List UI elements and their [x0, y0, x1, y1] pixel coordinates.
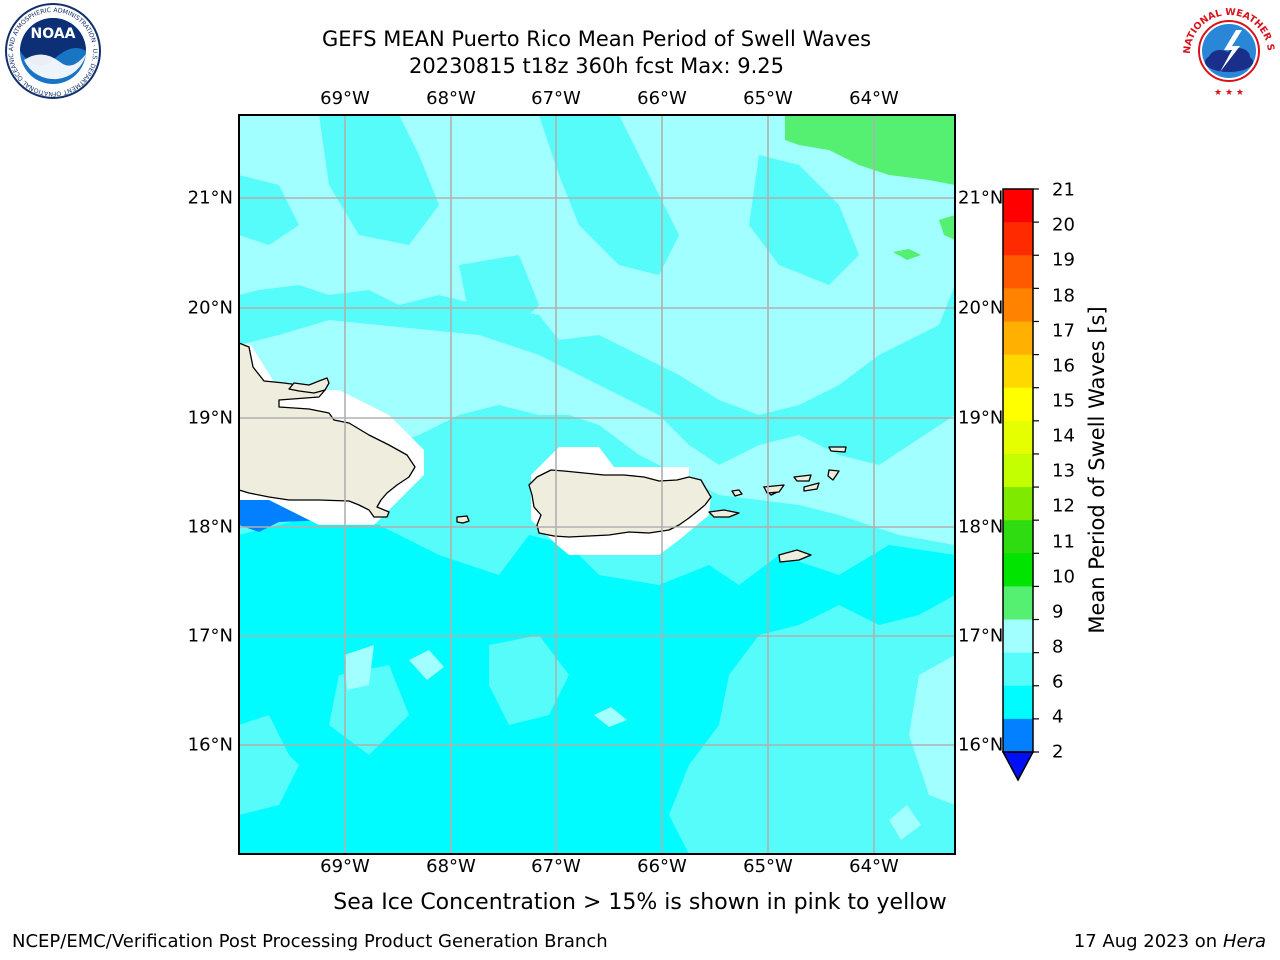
swell-period-map — [238, 114, 956, 855]
lon-label-bottom: 68°W — [426, 856, 476, 877]
lon-label-top: 66°W — [637, 88, 687, 109]
colorbar-tick-label: 15 — [1052, 390, 1075, 412]
colorbar — [1001, 188, 1039, 782]
lat-label-right: 20°N — [958, 297, 1004, 319]
colorbar-segment — [1003, 553, 1033, 588]
colorbar-tick-label: 18 — [1052, 285, 1075, 307]
colorbar-tick-label: 17 — [1052, 320, 1075, 342]
colorbar-tick-label: 13 — [1052, 460, 1075, 482]
colorbar-tick-label: 10 — [1052, 566, 1075, 588]
graticule — [239, 115, 955, 854]
colorbar-tick-label: 14 — [1052, 425, 1075, 447]
noaa-logo: NATIONAL OCEANIC AND ATMOSPHERIC ADMINIS… — [0, 0, 101, 99]
colorbar-segment — [1003, 288, 1033, 323]
colorbar-tick-label: 9 — [1052, 601, 1064, 623]
sea-ice-caption: Sea Ice Concentration > 15% is shown in … — [333, 890, 947, 915]
map-subtitle: 20230815 t18z 360h fcst Max: 9.25 — [409, 54, 784, 78]
colorbar-segment — [1003, 255, 1033, 289]
colorbar-segment — [1003, 487, 1033, 521]
colorbar-label: Mean Period of Swell Waves [s] — [1085, 306, 1109, 634]
lat-label-right: 17°N — [958, 625, 1004, 647]
colorbar-tick-label: 6 — [1052, 671, 1064, 693]
colorbar-segment — [1003, 321, 1033, 356]
lon-label-bottom: 65°W — [743, 856, 793, 877]
lat-label-left: 20°N — [187, 297, 233, 319]
footer-date-text: 17 Aug 2023 on — [1073, 931, 1218, 952]
colorbar-segment — [1003, 685, 1033, 720]
nws-logo: NATIONAL WEATHER SERVICE ★ ★ ★ — [1176, 0, 1276, 98]
lon-label-top: 67°W — [531, 88, 581, 109]
swell-contours — [239, 115, 955, 854]
lat-label-left: 19°N — [187, 407, 233, 429]
lat-label-right: 16°N — [958, 734, 1004, 756]
colorbar-segment — [1003, 619, 1033, 654]
colorbar-tick-label: 12 — [1052, 495, 1075, 517]
colorbar-tick-label: 2 — [1052, 741, 1064, 763]
colorbar-extend-arrow — [1001, 751, 1035, 782]
lat-label-right: 18°N — [958, 516, 1004, 538]
colorbar-tick-label: 19 — [1052, 249, 1075, 271]
lon-label-bottom: 69°W — [320, 856, 370, 877]
colorbar-segment — [1003, 420, 1033, 455]
colorbar-segment — [1003, 354, 1033, 389]
lat-label-left: 18°N — [187, 516, 233, 538]
colorbar-segment — [1003, 718, 1033, 753]
lat-label-right: 21°N — [958, 187, 1004, 209]
lon-label-top: 69°W — [320, 88, 370, 109]
footer-date: 17 Aug 2023 on Hera — [1074, 931, 1266, 952]
colorbar-tick-label: 4 — [1052, 706, 1064, 728]
lon-label-top: 64°W — [849, 88, 899, 109]
map-title: GEFS MEAN Puerto Rico Mean Period of Swe… — [321, 27, 872, 51]
colorbar-tick-label: 8 — [1052, 636, 1064, 658]
lat-label-left: 17°N — [187, 625, 233, 647]
footer-branch: NCEP/EMC/Verification Post Processing Pr… — [12, 931, 608, 952]
colorbar-segment — [1003, 652, 1033, 687]
svg-text:★ ★ ★: ★ ★ ★ — [1214, 88, 1244, 98]
lat-label-left: 21°N — [187, 187, 233, 209]
colorbar-tick-label: 21 — [1052, 179, 1075, 201]
colorbar-segment — [1003, 586, 1033, 621]
lon-label-bottom: 67°W — [531, 856, 581, 877]
lat-label-right: 19°N — [958, 407, 1004, 429]
lat-label-left: 16°N — [187, 734, 233, 756]
lon-label-bottom: 66°W — [637, 856, 687, 877]
colorbar-segment — [1003, 520, 1033, 554]
lon-label-top: 65°W — [743, 88, 793, 109]
colorbar-segment — [1003, 189, 1033, 223]
footer-host: Hera — [1222, 931, 1266, 952]
lon-label-top: 68°W — [426, 88, 476, 109]
lon-label-bottom: 64°W — [849, 856, 899, 877]
landmass — [238, 342, 847, 563]
colorbar-segment — [1003, 222, 1033, 256]
map-frame — [238, 114, 956, 855]
colorbar-tick-label: 16 — [1052, 355, 1075, 377]
colorbar-frame — [1002, 188, 1034, 753]
colorbar-tick-label: 20 — [1052, 214, 1075, 236]
colorbar-tick-label: 11 — [1052, 531, 1075, 553]
colorbar-segment — [1003, 387, 1033, 422]
noaa-logo-text: NOAA — [31, 26, 76, 42]
colorbar-segment — [1003, 453, 1033, 488]
